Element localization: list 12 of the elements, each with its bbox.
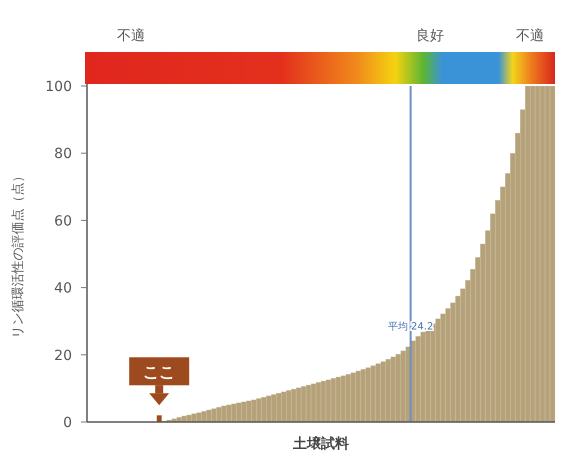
text: 不適 (516, 28, 544, 44)
text: 不適 (117, 28, 145, 44)
y-tick-label: 100 (45, 79, 72, 95)
y-tick-label: 40 (54, 280, 72, 297)
annotation: ここ (143, 362, 176, 382)
y-tick-label: 60 (54, 213, 72, 230)
y-tick-label: 80 (54, 146, 72, 162)
x-axis-title: 土壌試料 (292, 435, 349, 452)
y-axis-title: リン循環活性の評価点（点） (11, 170, 26, 338)
y-tick-label: 0 (63, 415, 72, 431)
y-tick-label: 20 (54, 348, 72, 364)
text: 良好 (416, 28, 444, 44)
